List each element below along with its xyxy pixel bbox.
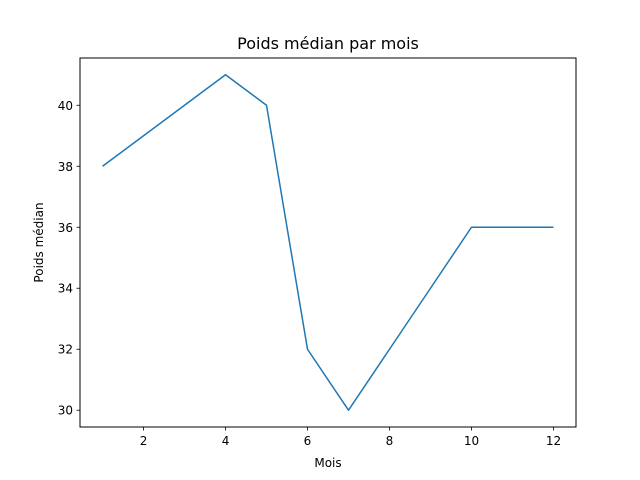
series-layer: [102, 74, 554, 411]
x-axis-label: Mois: [314, 456, 341, 470]
chart-title: Poids médian par mois: [237, 34, 419, 53]
x-tick-label: 8: [386, 434, 394, 448]
x-tick-label: 10: [464, 434, 479, 448]
y-tick-label: 34: [58, 282, 73, 296]
y-axis-label: Poids médian: [32, 202, 46, 282]
y-tick-label: 30: [58, 404, 73, 418]
y-tick-label: 36: [58, 221, 73, 235]
plot-area-frame: [79, 57, 577, 428]
y-axis-ticks: 30 32 34 36 38 40: [58, 99, 80, 418]
x-tick-label: 6: [304, 434, 312, 448]
y-tick-label: 38: [58, 160, 73, 174]
x-tick-label: 2: [140, 434, 148, 448]
x-tick-label: 4: [222, 434, 230, 448]
y-tick-label: 40: [58, 99, 73, 113]
x-tick-label: 12: [546, 434, 561, 448]
series-line-0: [102, 74, 554, 411]
x-axis-ticks: 2 4 6 8 10 12: [140, 427, 561, 448]
y-tick-label: 32: [58, 343, 73, 357]
